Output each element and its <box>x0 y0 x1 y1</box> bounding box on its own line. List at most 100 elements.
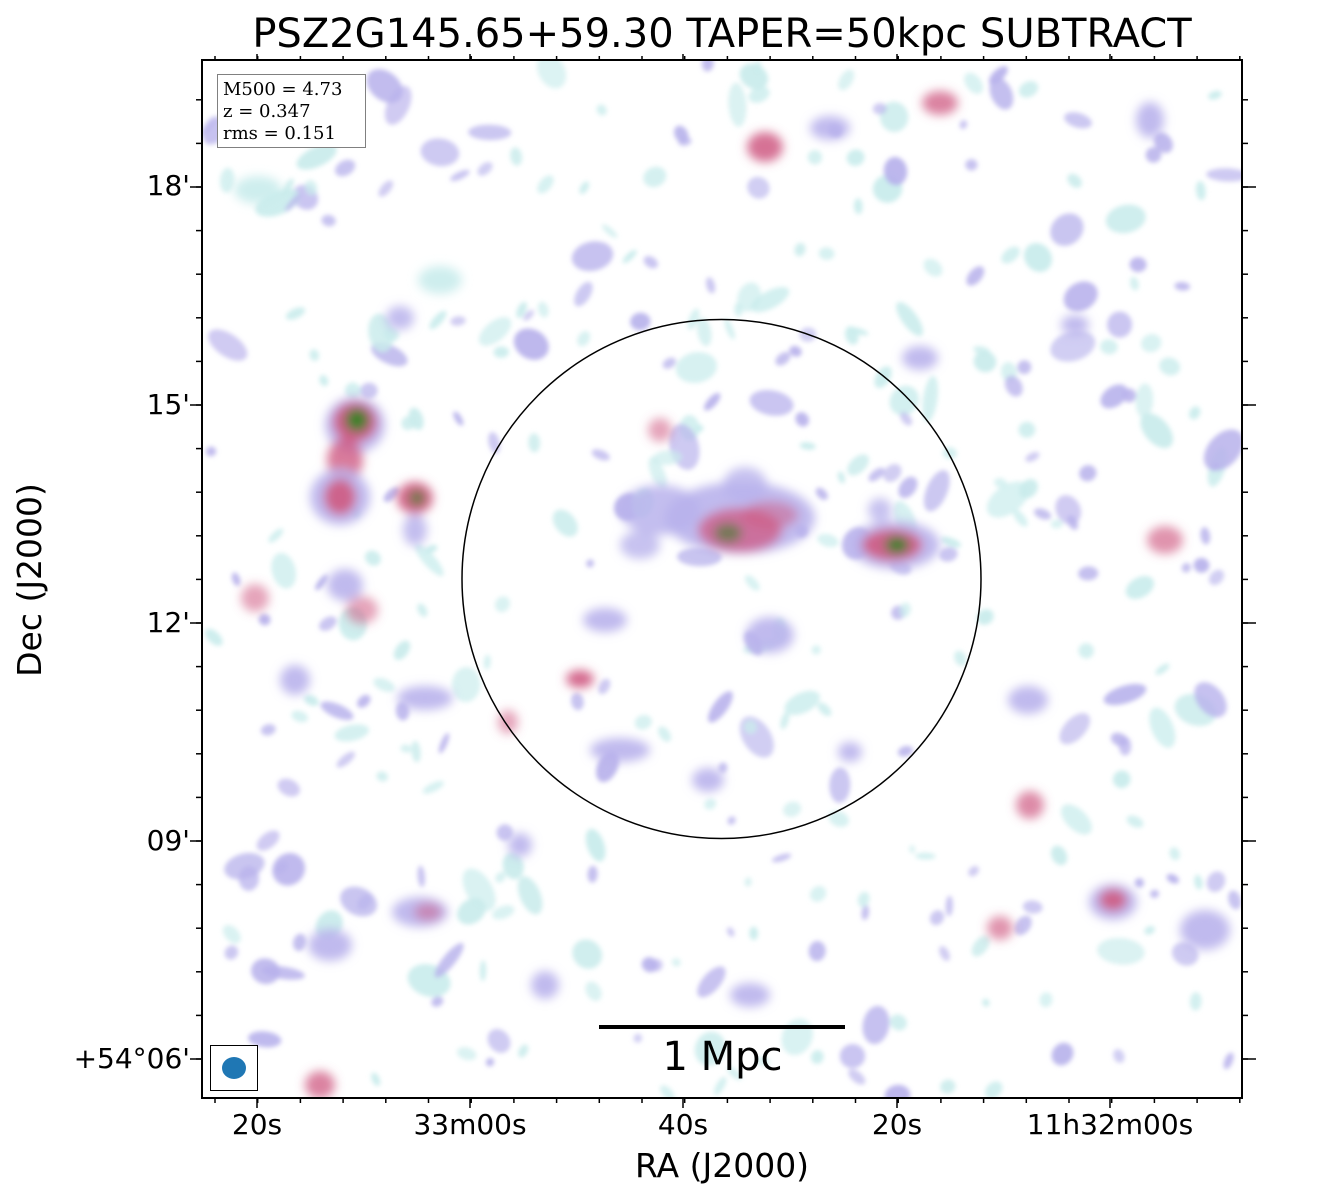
noise-blob <box>1107 311 1133 338</box>
noise-blob <box>879 101 909 133</box>
noise-blob <box>431 996 444 1007</box>
noise-blob <box>847 326 869 336</box>
emission-blob <box>308 929 352 961</box>
emission-blob <box>838 742 862 762</box>
noise-blob <box>258 613 271 626</box>
noise-blob <box>687 308 700 330</box>
noise-blob <box>808 941 826 962</box>
noise-blob <box>376 771 388 782</box>
noise-blob <box>748 86 770 103</box>
noise-blob <box>1140 413 1174 449</box>
noise-blob <box>704 392 721 411</box>
noise-blob <box>939 547 958 562</box>
noise-blob <box>883 156 908 186</box>
noise-blob <box>737 282 761 312</box>
emission-blob <box>730 983 770 1007</box>
emission-blob <box>868 498 892 522</box>
noise-blob <box>940 1079 956 1094</box>
cluster-info-box: M500 = 4.73 z = 0.347 rms = 0.151 <box>217 74 366 148</box>
emission-blob <box>692 768 724 792</box>
ytick-label: +54°06' <box>73 1042 190 1075</box>
ytick-label: 12' <box>146 606 190 639</box>
noise-blob <box>915 852 936 860</box>
noise-blob <box>965 159 978 171</box>
noise-blob <box>1014 915 1032 936</box>
noise-blob <box>694 1031 726 1066</box>
noise-blob <box>1174 281 1191 291</box>
noise-blob <box>1223 1052 1234 1070</box>
noise-blob <box>1188 406 1201 420</box>
noise-blob <box>1208 90 1222 100</box>
noise-blob <box>1013 509 1028 527</box>
noise-blob <box>739 716 774 758</box>
noise-blob <box>976 609 994 625</box>
noise-blob <box>285 307 306 320</box>
noise-blob <box>973 350 997 373</box>
noise-blob <box>417 865 426 888</box>
noise-blob <box>510 147 523 166</box>
noise-blob <box>727 1066 742 1081</box>
emission-blob <box>305 1071 335 1098</box>
noise-blob <box>1055 495 1082 525</box>
noise-blob <box>1113 1049 1125 1063</box>
noise-blob <box>982 998 990 1007</box>
noise-blob <box>371 1072 381 1086</box>
noise-blob <box>208 329 248 361</box>
noise-blob <box>1001 246 1020 264</box>
emission-blob <box>409 490 425 506</box>
redshift-text: z = 0.347 <box>223 101 311 122</box>
noise-blob <box>1144 925 1155 935</box>
noise-blob <box>674 125 689 144</box>
beam-ellipse <box>222 1057 246 1079</box>
noise-blob <box>883 464 902 482</box>
noise-blob <box>968 866 979 877</box>
noise-blob <box>420 138 460 167</box>
noise-blob <box>818 247 835 260</box>
noise-blob <box>303 694 319 706</box>
noise-blob <box>828 810 849 827</box>
noise-blob <box>1050 519 1063 529</box>
noise-blob <box>677 547 722 567</box>
noise-blob <box>1079 465 1097 482</box>
noise-blob <box>662 357 676 369</box>
noise-blob <box>321 214 336 227</box>
noise-blob <box>923 470 950 512</box>
noise-blob <box>1169 847 1180 861</box>
noise-blob <box>1181 562 1191 573</box>
emission-blob <box>1016 791 1044 819</box>
emission-blob <box>746 617 794 653</box>
noise-blob <box>697 317 712 347</box>
emission-blob <box>1180 910 1230 950</box>
y-axis-label: Dec (J2000) <box>10 483 49 677</box>
noise-blob <box>1228 890 1242 910</box>
x-axis-label: RA (J2000) <box>634 1146 810 1185</box>
noise-blob <box>807 150 823 165</box>
noise-blob <box>671 958 681 967</box>
noise-blob <box>574 281 593 307</box>
noise-blob <box>846 149 865 166</box>
noise-blob <box>1195 180 1206 201</box>
noise-blob <box>271 552 297 589</box>
noise-blob <box>1206 168 1242 182</box>
emission-blob <box>885 536 909 554</box>
emission-blob <box>508 833 532 857</box>
emission-blob <box>723 467 767 503</box>
noise-blob <box>438 732 450 754</box>
noise-blob <box>429 310 447 330</box>
xtick-label: 33m00s <box>413 1108 527 1141</box>
rms-text: rms = 0.151 <box>223 123 336 144</box>
noise-blob <box>319 375 329 387</box>
noise-blob <box>984 1081 1003 1098</box>
noise-blob <box>483 654 491 670</box>
noise-blob <box>457 898 486 925</box>
noise-blob <box>838 69 855 91</box>
axis-ticks <box>190 54 1256 1108</box>
noise-blob <box>1134 878 1145 888</box>
noise-blob <box>966 266 985 286</box>
noise-blob <box>783 801 802 818</box>
noise-blob <box>1018 421 1036 438</box>
noise-blob <box>971 935 990 957</box>
noise-blob <box>643 166 667 188</box>
noise-blob <box>1100 339 1118 355</box>
